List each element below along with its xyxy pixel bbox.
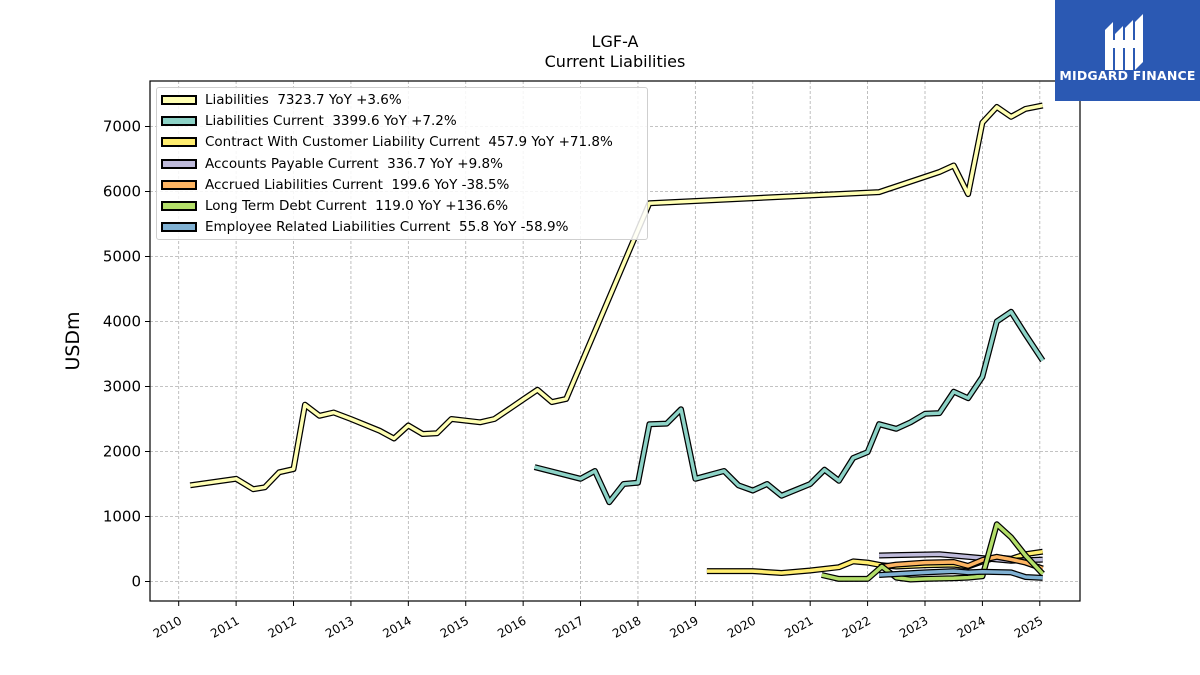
series-line: [879, 569, 1043, 580]
chart-subtitle: Current Liabilities: [544, 52, 686, 71]
x-axis-ticks: 2010 2011 2012 2013 2014 2015 2016 2017 2018 2019…: [151, 601, 1045, 641]
x-tick-label: 2020: [725, 613, 758, 640]
legend-swatch: [161, 179, 197, 190]
legend-label: Liabilities 7323.7 YoY +3.6%: [205, 92, 402, 108]
x-tick-label: 2017: [553, 613, 586, 640]
legend-label: Employee Related Liabilities Current 55.…: [205, 219, 569, 236]
legend-swatch: [161, 95, 197, 105]
legend-item: Accounts Payable Current 336.7 YoY +9.8%: [159, 155, 647, 175]
logo-text: MIDGARD FINANCE: [1059, 68, 1196, 83]
series-5: [878, 553, 1044, 572]
series-line: [821, 522, 1044, 582]
legend-swatch: [161, 116, 197, 127]
brand-logo: MIDGARD FINANCE: [1055, 0, 1200, 101]
y-axis-label: USDm: [62, 311, 84, 370]
legend-label: Accrued Liabilities Current 199.6 YoY -3…: [205, 176, 510, 193]
x-tick-label: 2014: [380, 613, 413, 640]
legend-item: Long Term Debt Current 119.0 YoY +136.6%: [159, 197, 647, 217]
y-tick-label: 2000: [103, 443, 141, 461]
x-tick-label: 2022: [840, 613, 873, 640]
x-tick-label: 2024: [954, 613, 987, 640]
x-tick-label: 2013: [323, 613, 356, 640]
y-tick-label: 6000: [103, 183, 141, 201]
legend-item: Accrued Liabilities Current 199.6 YoY -3…: [159, 176, 647, 196]
series-line: [189, 103, 1044, 491]
legend-item: Employee Related Liabilities Current 55.…: [159, 218, 647, 238]
legend-swatch: [161, 158, 197, 169]
legend-swatch: [161, 201, 197, 211]
grid-lines: [150, 81, 1080, 601]
series-line: [534, 310, 1045, 504]
x-tick-label: 2010: [151, 613, 184, 640]
legend-item: Liabilities 7323.7 YoY +3.6%: [159, 91, 647, 111]
y-tick-label: 1000: [103, 508, 141, 526]
series-6: [821, 521, 1045, 583]
y-tick-label: 0: [131, 573, 141, 591]
legend-swatch: [161, 137, 197, 148]
series-1: [189, 102, 1044, 493]
legend-label: Contract With Customer Liability Current…: [205, 134, 613, 151]
x-tick-label: 2019: [667, 613, 700, 640]
series-line-outline: [533, 308, 1046, 506]
y-tick-label: 7000: [103, 118, 141, 136]
legend-label: Accounts Payable Current 336.7 YoY +9.8%: [205, 155, 503, 172]
x-tick-label: 2011: [208, 613, 241, 640]
series-lines: [189, 102, 1046, 583]
y-tick-label: 4000: [103, 313, 141, 331]
legend-item: Liabilities Current 3399.6 YoY +7.2%: [159, 112, 647, 132]
x-tick-label: 2025: [1012, 613, 1045, 640]
x-tick-label: 2021: [782, 613, 815, 640]
x-tick-label: 2012: [266, 613, 299, 640]
x-tick-label: 2018: [610, 613, 643, 640]
legend-label: Long Term Debt Current 119.0 YoY +136.6%: [205, 198, 509, 214]
legend-label: Liabilities Current 3399.6 YoY +7.2%: [205, 113, 457, 130]
legend-swatch: [161, 222, 197, 233]
series-7: [878, 568, 1043, 581]
x-tick-label: 2016: [495, 613, 528, 640]
y-tick-label: 5000: [103, 248, 141, 266]
series-2: [533, 308, 1046, 506]
y-tick-label: 3000: [103, 378, 141, 396]
logo-mark-icon: [1105, 14, 1143, 70]
plot-frame: [149, 80, 1081, 602]
x-tick-label: 2015: [438, 613, 471, 640]
chart-legend: Liabilities 7323.7 YoY +3.6% Liabilities …: [156, 87, 648, 240]
y-axis-ticks: 0 1000 2000 3000 4000 5000 6000 7000: [103, 118, 150, 591]
legend-item: Contract With Customer Liability Current…: [159, 133, 647, 153]
x-tick-label: 2023: [897, 613, 930, 640]
chart-title: LGF-A: [591, 32, 639, 51]
series-line: [878, 555, 1044, 571]
